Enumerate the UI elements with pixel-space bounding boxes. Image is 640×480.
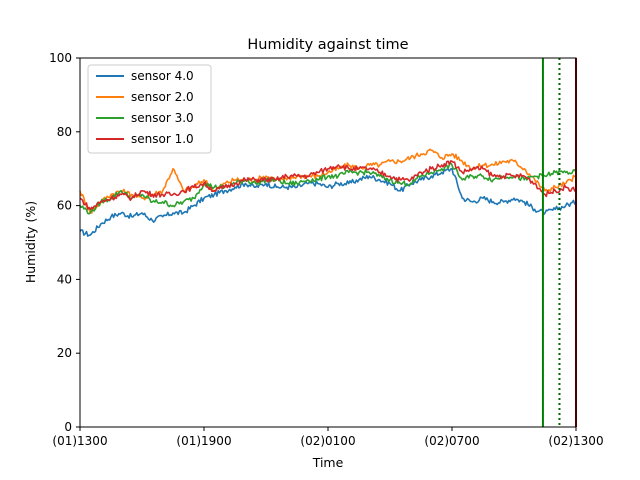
y-ticks: 0 20 40 60 80 100: [49, 51, 80, 434]
y-tick-label: 100: [49, 51, 72, 65]
y-tick-label: 20: [57, 346, 72, 360]
y-tick-label: 40: [57, 272, 72, 286]
x-tick-label: (02)0700: [424, 434, 479, 448]
legend-label: sensor 4.0: [131, 69, 194, 83]
series-line-2: [79, 148, 577, 214]
x-axis-label: Time: [312, 455, 344, 470]
series-line-4: [79, 160, 577, 211]
series-line-1: [79, 167, 577, 237]
series-line-3: [79, 162, 577, 215]
y-tick-label: 0: [64, 420, 72, 434]
y-tick-label: 60: [57, 199, 72, 213]
x-tick-label: (01)1300: [52, 434, 107, 448]
x-tick-label: (02)0100: [300, 434, 355, 448]
legend-box: [87, 64, 212, 154]
x-ticks: (01)1300 (01)1900 (02)0100 (02)0700 (02)1300: [52, 427, 604, 448]
y-tick-label: 80: [57, 125, 72, 139]
x-tick-label: (01)1900: [176, 434, 231, 448]
y-axis-label: Humidity (%): [23, 201, 38, 283]
legend-label: sensor 2.0: [131, 90, 194, 104]
series-lines: [79, 148, 577, 237]
chart-title: Humidity against time: [247, 37, 408, 53]
legend: sensor 4.0 sensor 2.0 sensor 3.0 sensor 1.0: [87, 64, 212, 154]
legend-label: sensor 1.0: [131, 132, 194, 146]
legend-label: sensor 3.0: [131, 111, 194, 125]
x-tick-label: (02)1300: [548, 434, 603, 448]
vertical-markers: [541, 58, 577, 427]
